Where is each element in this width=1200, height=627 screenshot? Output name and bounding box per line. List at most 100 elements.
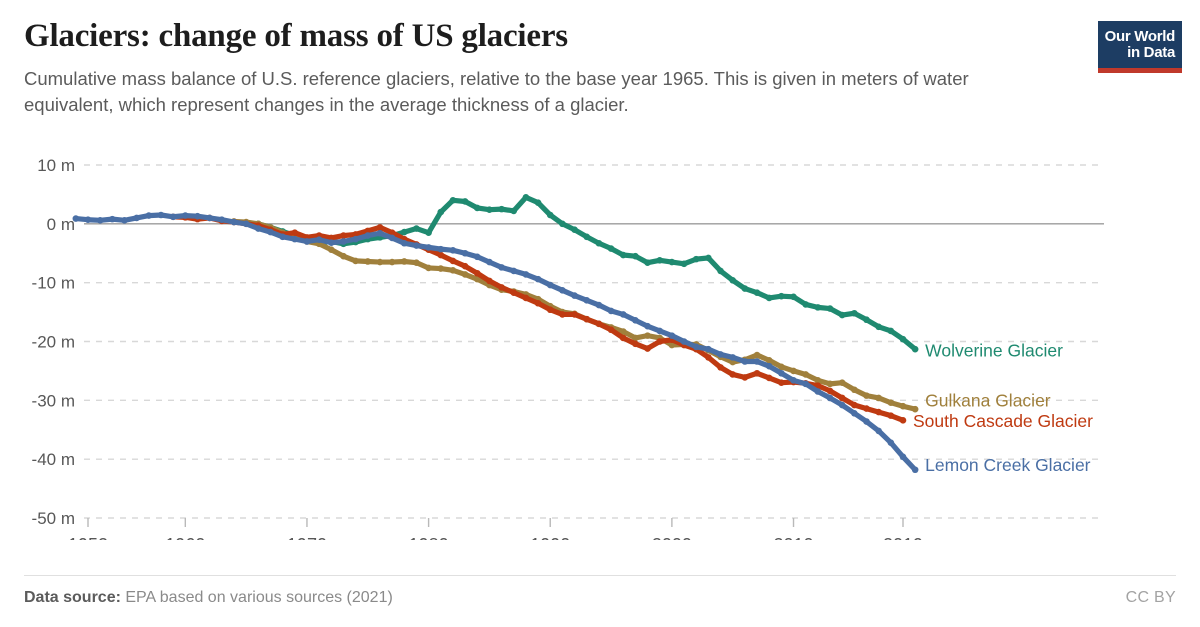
data-point [765, 294, 773, 302]
data-point [522, 271, 530, 278]
data-point [327, 239, 335, 246]
data-point [899, 402, 907, 410]
data-point [887, 327, 895, 335]
x-axis: 1952 1960 1970 1980 1990 2000 2010 2019 [68, 518, 923, 540]
grid-lines [84, 164, 1104, 519]
data-point [486, 206, 493, 214]
data-point [911, 405, 919, 413]
chart-header: Glaciers: change of mass of US glaciers … [24, 18, 1176, 118]
data-point [583, 233, 591, 241]
data-point [790, 293, 797, 301]
data-point [437, 245, 445, 253]
data-point [802, 380, 809, 388]
data-point [875, 323, 882, 331]
data-point [875, 408, 882, 416]
data-point [121, 217, 128, 224]
data-point [534, 275, 542, 283]
data-point [182, 212, 189, 219]
data-point [705, 254, 712, 262]
data-point [376, 229, 384, 237]
x-axis-tick-label: 1980 [409, 535, 449, 540]
series-label-south-cascade-glacier[interactable]: South Cascade Glacier [913, 411, 1093, 431]
series-wolverine-glacier[interactable] [254, 194, 919, 353]
data-point [826, 394, 834, 402]
data-point [267, 228, 274, 236]
data-point [717, 351, 724, 358]
data-point [851, 401, 858, 409]
data-point [498, 284, 505, 291]
y-axis-tick-label: -10 m [32, 274, 75, 293]
line-chart-svg[interactable]: 10 m 0 m -10 m -20 m -30 m -40 m -50 m 1952 1960… [0, 140, 1200, 540]
data-point [376, 224, 384, 231]
data-point [546, 306, 554, 314]
data-point [838, 394, 846, 402]
data-point [461, 198, 469, 205]
data-point [352, 257, 359, 265]
x-axis-tick-label: 2010 [773, 535, 813, 540]
page-title: Glaciers: change of mass of US glaciers [24, 18, 568, 54]
data-point [534, 299, 542, 307]
data-point [206, 214, 213, 222]
data-point [546, 281, 554, 289]
data-point [607, 307, 615, 315]
data-point [753, 289, 761, 296]
data-point [291, 229, 299, 236]
data-point [765, 357, 773, 364]
data-point [765, 374, 773, 382]
data-point [729, 277, 737, 284]
data-point [449, 197, 457, 204]
data-point [863, 418, 870, 425]
series-south-cascade-glacier[interactable] [169, 213, 907, 424]
chart-subtitle: Cumulative mass balance of U.S. referenc… [24, 67, 969, 116]
data-point [644, 322, 651, 330]
data-point [388, 258, 396, 266]
data-point [632, 252, 639, 260]
data-point [851, 309, 858, 317]
data-point [851, 409, 858, 417]
data-point [753, 351, 761, 359]
data-point [303, 238, 311, 245]
data-point [814, 304, 822, 311]
data-point [778, 369, 785, 377]
data-point [510, 207, 518, 215]
series-label-wolverine-glacier[interactable]: Wolverine Glacier [925, 340, 1063, 360]
data-point [607, 245, 615, 252]
data-point [668, 258, 676, 266]
series-lemon-creek-glacier[interactable] [72, 211, 919, 474]
data-point [218, 216, 226, 224]
data-point [473, 269, 481, 277]
logo-line-2: in Data [1127, 44, 1175, 61]
data-point [863, 316, 870, 324]
data-point [911, 466, 919, 474]
data-point [546, 211, 554, 219]
data-point [607, 326, 615, 334]
y-axis-tick-label: 10 m [37, 156, 75, 175]
data-point [680, 338, 688, 345]
license-label[interactable]: CC BY [1125, 589, 1176, 606]
our-world-in-data-logo[interactable]: Our World in Data [1098, 21, 1182, 73]
series-label-gulkana-glacier[interactable]: Gulkana Glacier [925, 390, 1051, 410]
series-line [170, 214, 906, 423]
data-point [571, 292, 578, 299]
data-point [790, 367, 797, 375]
data-point [510, 289, 518, 296]
y-axis-tick-label: -30 m [32, 391, 75, 410]
data-point [790, 377, 797, 384]
data-point [473, 253, 481, 261]
data-point [705, 354, 712, 361]
data-point [559, 311, 566, 318]
data-point [887, 439, 895, 446]
series-label-lemon-creek-glacier[interactable]: Lemon Creek Glacier [925, 455, 1091, 475]
data-point [656, 338, 664, 345]
data-point [668, 341, 676, 349]
x-axis-tick-label: 1990 [530, 535, 570, 540]
data-point [814, 377, 822, 384]
data-point [851, 386, 858, 394]
data-point [814, 388, 822, 395]
data-point [875, 427, 882, 435]
data-point [388, 234, 396, 242]
chart-footer: Data source: EPA based on various source… [24, 575, 1176, 607]
data-point [741, 285, 749, 292]
x-axis-tick-label: 1960 [165, 535, 205, 540]
data-point [644, 332, 651, 339]
